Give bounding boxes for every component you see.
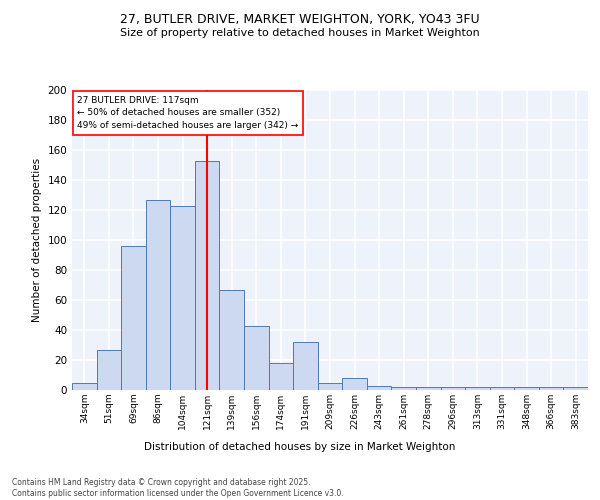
Text: Size of property relative to detached houses in Market Weighton: Size of property relative to detached ho… [120,28,480,38]
Bar [220,290,244,390]
Bar [465,387,490,390]
Bar [539,387,563,390]
Bar [391,387,416,390]
Bar [490,387,514,390]
Bar [121,246,146,390]
Bar [318,382,342,390]
Bar [440,387,465,390]
Text: 27 BUTLER DRIVE: 117sqm
← 50% of detached houses are smaller (352)
49% of semi-d: 27 BUTLER DRIVE: 117sqm ← 50% of detache… [77,96,298,130]
Bar [293,342,318,390]
Bar [195,160,220,390]
Text: Distribution of detached houses by size in Market Weighton: Distribution of detached houses by size … [145,442,455,452]
Bar [244,326,269,390]
Bar [563,387,588,390]
Y-axis label: Number of detached properties: Number of detached properties [32,158,42,322]
Bar [72,382,97,390]
Text: Contains HM Land Registry data © Crown copyright and database right 2025.
Contai: Contains HM Land Registry data © Crown c… [12,478,344,498]
Bar [367,386,391,390]
Bar [97,350,121,390]
Bar [146,200,170,390]
Bar [269,363,293,390]
Text: 27, BUTLER DRIVE, MARKET WEIGHTON, YORK, YO43 3FU: 27, BUTLER DRIVE, MARKET WEIGHTON, YORK,… [120,12,480,26]
Bar [170,206,195,390]
Bar [416,387,440,390]
Bar [514,387,539,390]
Bar [342,378,367,390]
